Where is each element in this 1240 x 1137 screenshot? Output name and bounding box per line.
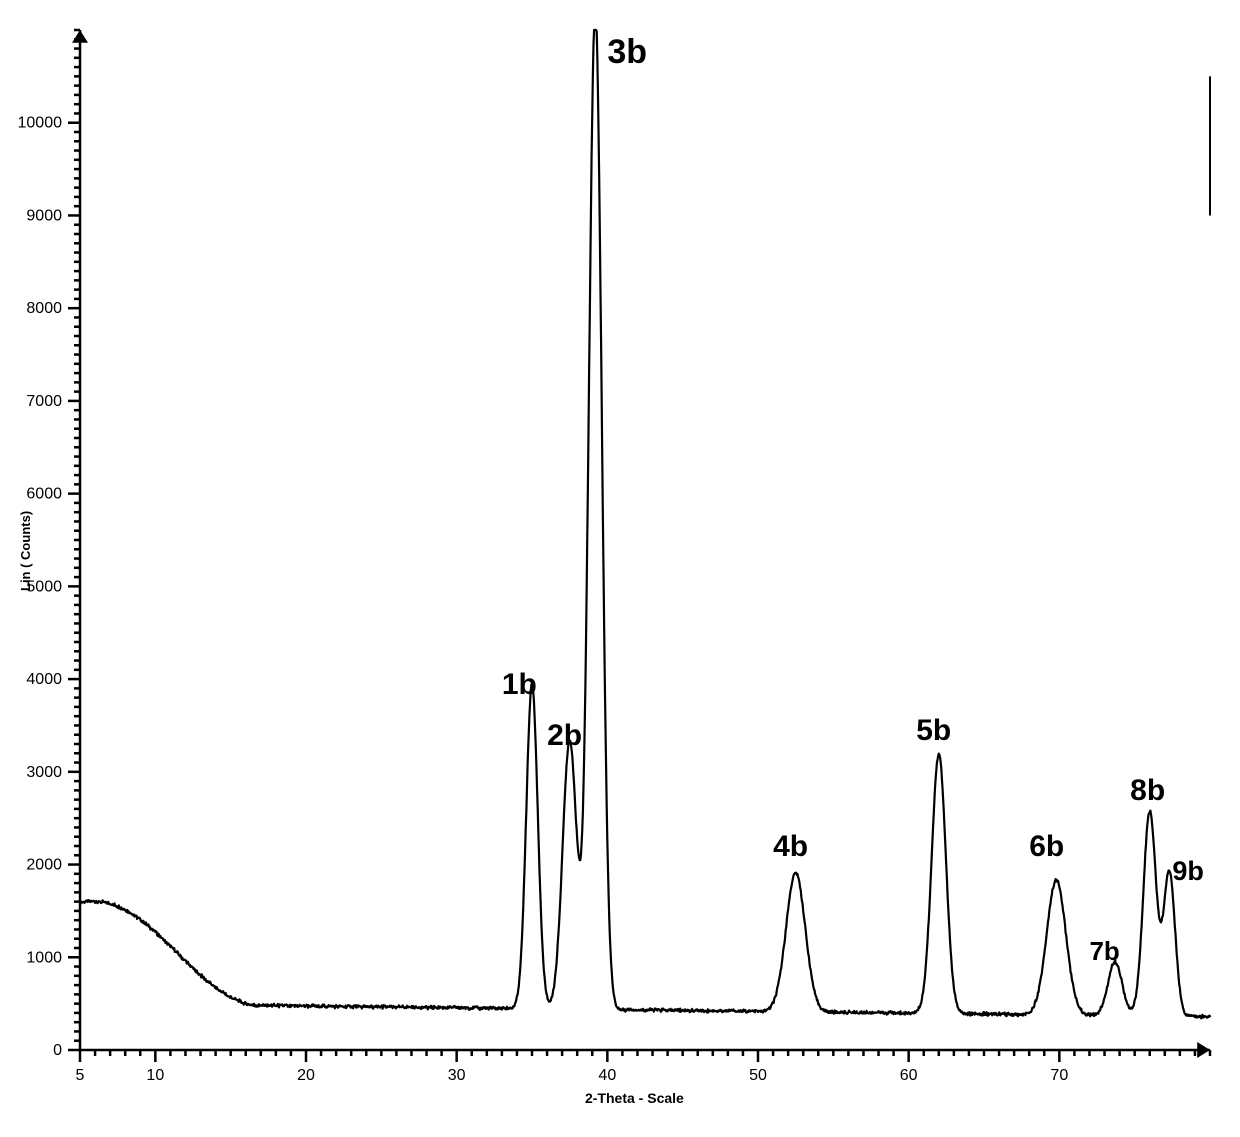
- peak-label: 5b: [916, 714, 951, 748]
- peak-label: 4b: [773, 830, 808, 864]
- y-tick-label: 7000: [26, 393, 62, 410]
- peak-label: 3b: [607, 33, 647, 72]
- x-tick-label: 30: [448, 1067, 466, 1084]
- x-tick-label: 20: [297, 1067, 315, 1084]
- x-tick-label: 5: [76, 1067, 85, 1084]
- y-tick-label: 8000: [26, 300, 62, 317]
- x-axis-label: 2-Theta - Scale: [585, 1090, 684, 1106]
- y-tick-label: 1000: [26, 949, 62, 966]
- y-tick-label: 6000: [26, 486, 62, 503]
- peak-label: 9b: [1172, 856, 1204, 887]
- peak-label: 8b: [1130, 774, 1165, 808]
- y-tick-label: 10000: [18, 115, 63, 132]
- y-tick-label: 4000: [26, 671, 62, 688]
- xrd-chart: 5102030405060700100020003000400050006000…: [0, 0, 1240, 1132]
- x-tick-label: 70: [1050, 1067, 1068, 1084]
- y-tick-label: 0: [53, 1042, 62, 1059]
- y-axis-label: Lin ( Counts): [18, 511, 33, 591]
- y-tick-label: 9000: [26, 207, 62, 224]
- x-tick-label: 40: [598, 1067, 616, 1084]
- xrd-curve: [80, 30, 1210, 1018]
- x-tick-label: 50: [749, 1067, 767, 1084]
- y-tick-label: 3000: [26, 764, 62, 781]
- peak-label: 6b: [1029, 830, 1064, 864]
- x-axis-arrow: [1197, 1042, 1210, 1058]
- peak-label: 7b: [1089, 936, 1119, 967]
- y-axis-arrow: [72, 30, 88, 43]
- peak-label: 1b: [502, 668, 537, 702]
- y-tick-label: 2000: [26, 857, 62, 874]
- x-tick-label: 10: [146, 1067, 164, 1084]
- peak-label: 2b: [547, 719, 582, 753]
- chart-svg: 5102030405060700100020003000400050006000…: [0, 0, 1240, 1132]
- x-tick-label: 60: [900, 1067, 918, 1084]
